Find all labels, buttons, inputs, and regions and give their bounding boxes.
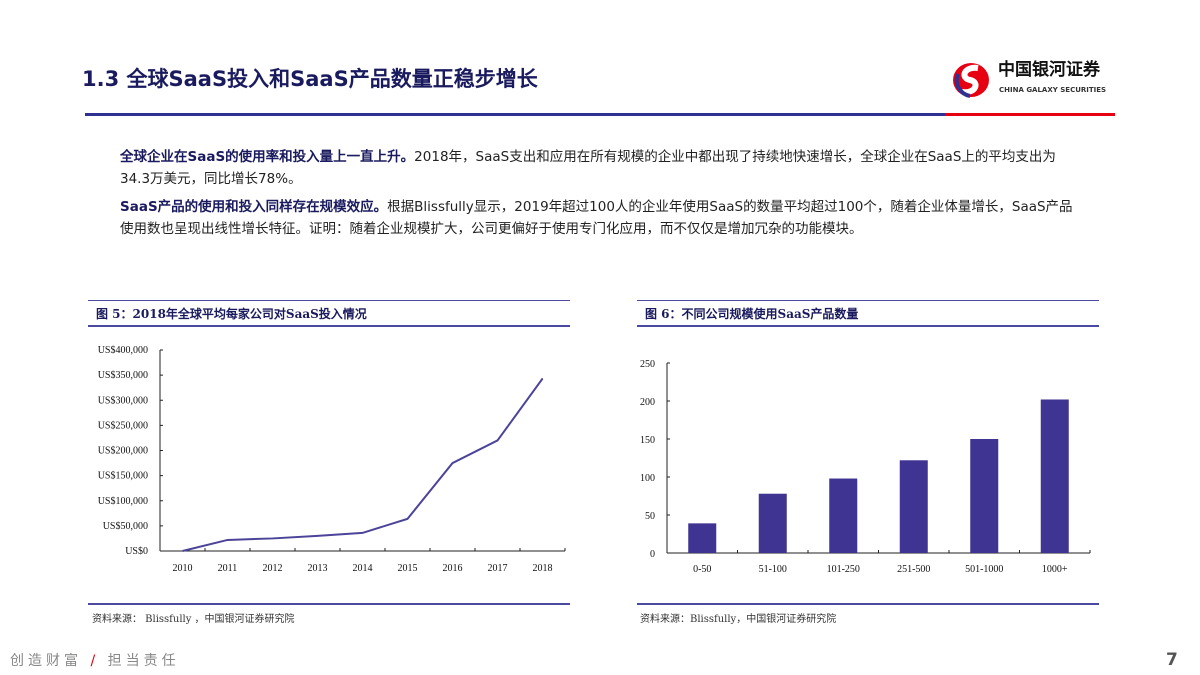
paragraph-1-text: 2018年，SaaS支出和应用在所有规模的企业中都出现了持续地快速增长，全球企业…	[120, 149, 1056, 187]
chart-1-title: 图 5：2018年全球平均每家公司对SaaS投入情况	[96, 307, 367, 321]
bar	[1040, 399, 1069, 553]
data-point	[182, 550, 183, 552]
x-tick-label: 2015	[398, 563, 418, 574]
panel-rule	[88, 603, 570, 605]
series-line	[182, 378, 544, 552]
y-tick-label: US$250,000	[98, 420, 148, 431]
chart-1-source: 资料来源： Blissfully ，中国银河证券研究院	[92, 614, 295, 625]
panel-rule	[637, 603, 1099, 605]
x-tick-label: 51-100	[759, 564, 787, 575]
x-tick-label: 2012	[263, 563, 283, 574]
data-point	[407, 518, 408, 520]
panel-top-rule	[637, 300, 1099, 301]
y-tick-label: 250	[640, 359, 655, 370]
x-tick-label: 0-50	[693, 564, 711, 575]
x-tick-label: 2010	[173, 563, 193, 574]
chart-2-source: 资料来源：Blissfully，中国银河证券研究院	[640, 614, 837, 625]
y-tick-label: US$100,000	[98, 496, 148, 507]
x-tick-label: 2011	[218, 563, 238, 574]
panel-rule	[637, 325, 1099, 327]
bar	[899, 460, 928, 553]
slogan-slash: /	[90, 653, 100, 669]
paragraph-1: 全球企业在SaaS的使用率和投入量上一直上升。2018年，SaaS支出和应用在所…	[120, 146, 1085, 190]
data-point	[362, 532, 363, 534]
panel-rule	[88, 325, 570, 327]
bar	[688, 523, 717, 553]
paragraph-1-lead: 全球企业在SaaS的使用率和投入量上一直上升。	[120, 149, 415, 165]
x-tick-label: 251-500	[897, 564, 930, 575]
x-tick-label: 501-1000	[965, 564, 1003, 575]
y-tick-label: 200	[640, 397, 655, 408]
paragraph-2: SaaS产品的使用和投入同样存在规模效应。根据Blissfully显示，2019…	[120, 196, 1085, 240]
x-tick-label: 2013	[308, 563, 328, 574]
slogan-left: 创造财富	[10, 653, 82, 669]
y-tick-label: 50	[645, 511, 655, 522]
bar-chart: 0 50 100 150 200 250 0-50 51-100 101-250 251-500 5…	[640, 359, 1091, 575]
x-tick-label: 2014	[353, 563, 373, 574]
y-tick-label: 0	[650, 549, 655, 560]
data-point	[452, 462, 453, 464]
x-tick-label: 2018	[533, 563, 553, 574]
body-text: 全球企业在SaaS的使用率和投入量上一直上升。2018年，SaaS支出和应用在所…	[120, 146, 1085, 246]
bar	[758, 493, 787, 553]
x-tick-label: 1000+	[1042, 564, 1068, 575]
x-tick-label: 101-250	[827, 564, 860, 575]
line-chart: US$0 US$50,000 US$100,000 US$150,000 US$200,…	[98, 345, 566, 574]
x-tick-label: 2017	[488, 563, 508, 574]
header-divider	[85, 113, 945, 116]
galaxy-logo-icon	[953, 63, 989, 98]
data-point	[227, 539, 228, 541]
panel-top-rule	[88, 300, 570, 301]
y-tick-label: US$0	[125, 546, 148, 557]
slogan-right: 担当责任	[107, 653, 180, 669]
chart-2-title: 图 6：不同公司规模使用SaaS产品数量	[645, 307, 859, 321]
paragraph-2-text: 根据Blissfully显示，2019年超过100人的企业年使用SaaS的数量平…	[120, 199, 1073, 237]
y-tick-label: 100	[640, 473, 655, 484]
paragraph-2-lead: SaaS产品的使用和投入同样存在规模效应。	[120, 199, 388, 215]
y-tick-label: US$150,000	[98, 471, 148, 482]
data-point	[317, 535, 318, 537]
page-title: 1.3 全球SaaS投入和SaaS产品数量正稳步增长	[82, 67, 538, 91]
footer-slogan: 创造财富 / 担当责任	[10, 652, 180, 670]
header-divider-accent	[945, 113, 1115, 116]
y-tick-label: US$300,000	[98, 395, 148, 406]
logo	[950, 60, 992, 100]
logo-text-cn: 中国银河证券	[998, 60, 1100, 80]
data-point	[542, 378, 543, 380]
y-tick-label: US$200,000	[98, 446, 148, 457]
page-number: 7	[1166, 650, 1178, 670]
y-tick-label: 150	[640, 435, 655, 446]
y-tick-label: US$400,000	[98, 345, 148, 356]
x-tick-label: 2016	[443, 563, 463, 574]
bar	[829, 478, 858, 553]
y-tick-label: US$350,000	[98, 370, 148, 381]
bar	[970, 439, 999, 553]
data-point	[272, 537, 273, 539]
data-point	[497, 439, 498, 441]
y-tick-label: US$50,000	[103, 521, 148, 532]
logo-text-en: CHINA GALAXY SECURITIES	[999, 86, 1107, 94]
